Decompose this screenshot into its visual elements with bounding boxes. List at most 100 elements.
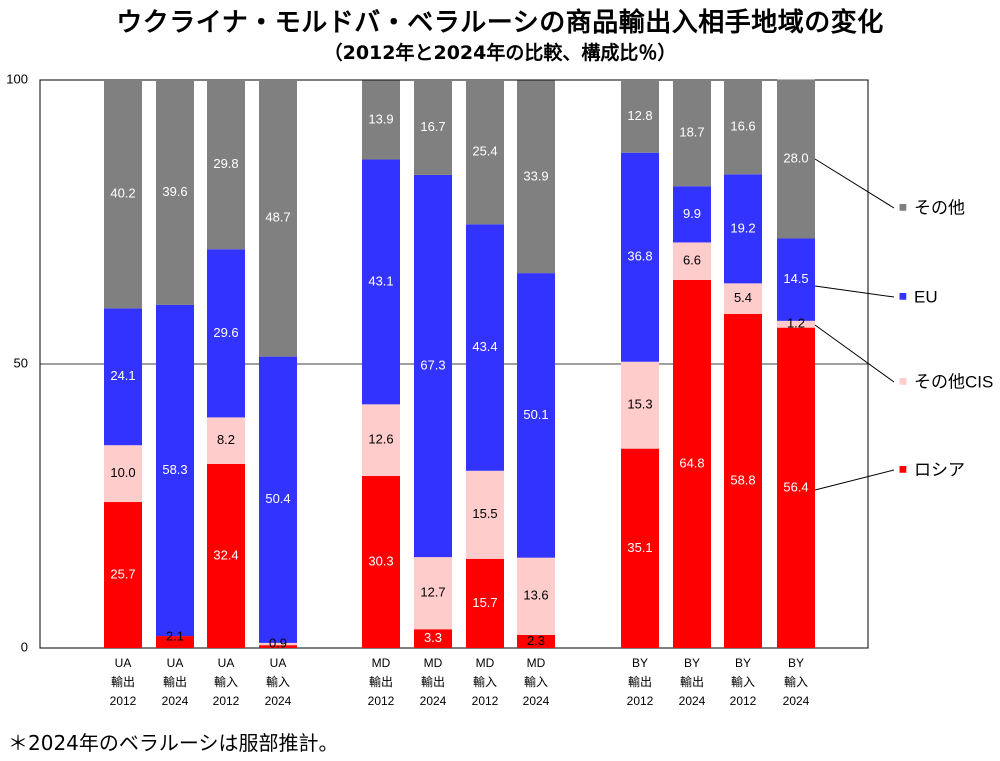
- category-label: 輸入: [473, 674, 497, 689]
- data-label: 14.5: [783, 271, 808, 286]
- data-label: 48.7: [265, 210, 290, 225]
- bar-segment: [207, 80, 245, 250]
- category-label: 2024: [420, 694, 447, 708]
- y-tick-label: 50: [14, 355, 28, 370]
- category-label: 輸出: [628, 674, 652, 689]
- bar-segment: [259, 356, 297, 643]
- data-label: 5.4: [734, 290, 752, 305]
- category-label: 輸出: [163, 674, 187, 689]
- legend-marker: ■: [899, 288, 907, 304]
- data-label: 50.1: [523, 407, 548, 422]
- bar-segment: [156, 304, 194, 637]
- bar-segment: [724, 80, 762, 175]
- bar-segment: [104, 80, 142, 309]
- bar-segment: [517, 80, 555, 274]
- category-label: 2012: [110, 694, 137, 708]
- data-label: 6.6: [683, 253, 701, 268]
- category-label: 2012: [213, 694, 240, 708]
- data-label: 2.1: [166, 629, 184, 644]
- category-label: 輸入: [731, 674, 755, 689]
- bar-segment: [414, 629, 452, 648]
- category-label: 輸入: [266, 674, 290, 689]
- bar-segment: [517, 273, 555, 558]
- data-label: 50.4: [265, 491, 290, 506]
- bar-segment: [673, 279, 711, 648]
- data-label: 18.7: [679, 125, 704, 140]
- bar-segment: [362, 475, 400, 648]
- data-label: 0.9: [269, 635, 287, 650]
- legend-label: その他: [914, 198, 965, 217]
- y-tick-label: 0: [21, 639, 28, 654]
- category-label: BY: [735, 656, 751, 670]
- category-label: 輸出: [369, 674, 393, 689]
- data-label: 28.0: [783, 150, 808, 165]
- bar-segment: [207, 463, 245, 648]
- category-label: 2012: [368, 694, 395, 708]
- bar-segment: [466, 224, 504, 471]
- bar-segment: [673, 80, 711, 187]
- data-label: 56.4: [783, 479, 808, 494]
- category-label: MD: [527, 656, 546, 670]
- data-label: 15.5: [472, 506, 497, 521]
- data-label: 36.8: [627, 249, 652, 264]
- bar-segment: [673, 186, 711, 243]
- chart-subtitle: （2012年と2024年の比較、構成比％）: [323, 42, 677, 64]
- category-label: 2024: [265, 694, 292, 708]
- category-label: 2012: [472, 694, 499, 708]
- bar-segment: [104, 308, 142, 446]
- bar-segment: [621, 152, 659, 362]
- category-label: 2012: [730, 694, 757, 708]
- data-label: 24.1: [110, 368, 135, 383]
- bar-segment: [517, 634, 555, 648]
- data-label: 2.3: [527, 633, 545, 648]
- y-tick-label: 100: [6, 71, 28, 86]
- bar-segment: [466, 558, 504, 648]
- legend-leader-line: [814, 158, 895, 209]
- legend-label: その他CIS: [914, 372, 993, 391]
- data-label: 13.6: [523, 588, 548, 603]
- data-label: 16.7: [420, 119, 445, 134]
- data-label: 64.8: [679, 455, 704, 470]
- data-label: 58.8: [730, 472, 755, 487]
- data-label: 16.6: [730, 119, 755, 134]
- bar-segment: [207, 249, 245, 418]
- category-label: MD: [372, 656, 391, 670]
- bar-segment: [156, 80, 194, 305]
- category-label: 輸出: [421, 674, 445, 689]
- legend-marker: ■: [899, 199, 907, 215]
- category-label: 輸出: [111, 674, 135, 689]
- bar-segment: [621, 80, 659, 153]
- category-label: 2024: [523, 694, 550, 708]
- category-label: 2024: [783, 694, 810, 708]
- data-label: 29.6: [213, 325, 238, 340]
- data-label: 25.7: [110, 566, 135, 581]
- data-label: 25.4: [472, 144, 497, 159]
- data-label: 30.3: [368, 553, 393, 568]
- data-label: 32.4: [213, 547, 238, 562]
- data-label: 13.9: [368, 111, 393, 126]
- legend-leader-line: [814, 469, 895, 491]
- data-label: 9.9: [683, 206, 701, 221]
- bar-segment: [414, 80, 452, 175]
- bar-segment: [621, 361, 659, 449]
- bar-segment: [777, 79, 815, 239]
- chart-title: ウクライナ・モルドバ・ベラルーシの商品輸出入相手地域の変化: [116, 8, 884, 38]
- legend-marker: ■: [899, 461, 907, 477]
- bar-segment: [104, 445, 142, 503]
- bar-segment: [517, 557, 555, 635]
- category-label: BY: [632, 656, 648, 670]
- legend-label: ロシア: [914, 460, 965, 479]
- category-label: BY: [788, 656, 804, 670]
- data-label: 29.8: [213, 156, 238, 171]
- bar-segment: [259, 642, 297, 646]
- data-label: 58.3: [162, 462, 187, 477]
- data-label: 19.2: [730, 220, 755, 235]
- bar-segment: [362, 80, 400, 160]
- bar-segment: [673, 242, 711, 280]
- bar-segment: [724, 174, 762, 284]
- legend-leader-line: [814, 324, 895, 383]
- category-label: MD: [476, 656, 495, 670]
- bar-segment: [621, 448, 659, 648]
- data-label: 39.6: [162, 184, 187, 199]
- data-label: 15.3: [627, 397, 652, 412]
